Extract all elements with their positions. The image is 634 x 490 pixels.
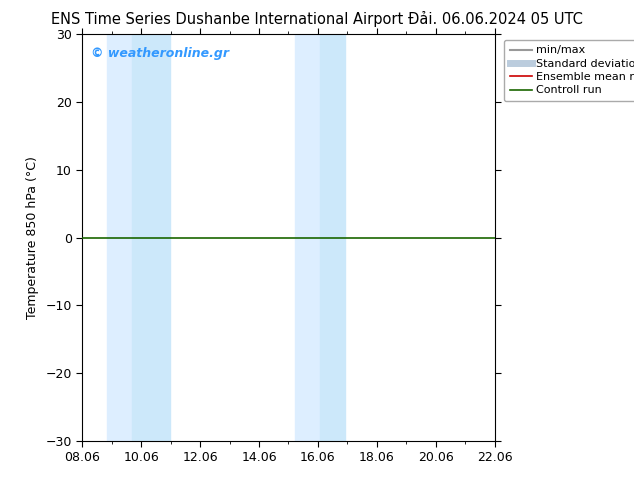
Bar <box>107 34 133 441</box>
Bar <box>133 34 170 441</box>
Y-axis label: Temperature 850 hPa (°C): Temperature 850 hPa (°C) <box>26 156 39 319</box>
Bar <box>320 34 345 441</box>
Text: Đải. 06.06.2024 05 UTC: Đải. 06.06.2024 05 UTC <box>408 12 583 27</box>
Bar <box>295 34 320 441</box>
Text: ENS Time Series Dushanbe International Airport: ENS Time Series Dushanbe International A… <box>51 12 403 27</box>
Text: © weatheronline.gr: © weatheronline.gr <box>91 47 229 59</box>
Legend: min/max, Standard deviation, Ensemble mean run, Controll run: min/max, Standard deviation, Ensemble me… <box>504 40 634 101</box>
